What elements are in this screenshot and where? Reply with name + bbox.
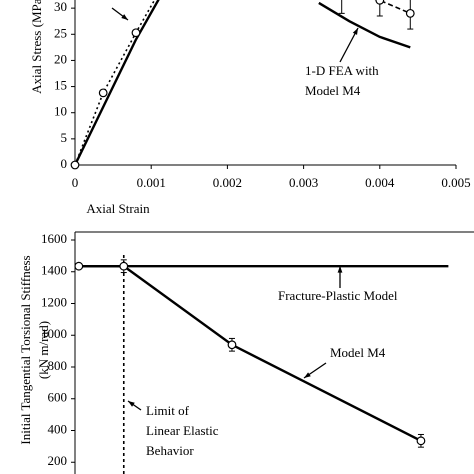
arrow-head bbox=[352, 28, 358, 35]
y-tick-label: 800 bbox=[48, 358, 68, 373]
y-tick-label: 1200 bbox=[41, 294, 67, 309]
y-tick-label: 25 bbox=[54, 25, 67, 40]
x-tick-label: 0.003 bbox=[289, 175, 318, 190]
y-tick-label: 10 bbox=[54, 104, 67, 119]
y-tick-label: 1600 bbox=[41, 231, 67, 246]
series-line bbox=[73, 0, 411, 166]
y-tick-label: 15 bbox=[54, 78, 67, 93]
annotation: Limit of bbox=[146, 403, 190, 418]
y-tick-label: 5 bbox=[61, 130, 68, 145]
y-tick-label: 400 bbox=[48, 421, 68, 436]
annotation: 1-D FEA with bbox=[305, 63, 379, 78]
marker bbox=[70, 160, 80, 170]
y-tick-label: 1400 bbox=[41, 263, 67, 278]
x-tick-label: 0 bbox=[72, 175, 79, 190]
x-tick-label: 0.005 bbox=[441, 175, 470, 190]
marker bbox=[227, 340, 237, 350]
y-tick-label: 200 bbox=[48, 453, 68, 468]
x-tick-label: 0.002 bbox=[213, 175, 242, 190]
marker bbox=[98, 88, 108, 98]
marker bbox=[119, 261, 129, 271]
y-axis-title: Axial Stress (MPa) bbox=[29, 0, 44, 94]
y-tick-label: 0 bbox=[61, 156, 68, 171]
marker bbox=[131, 28, 141, 38]
x-axis-title: Axial Strain bbox=[86, 201, 150, 216]
arrow-head bbox=[304, 372, 311, 378]
y-tick-label: 1000 bbox=[41, 326, 67, 341]
y-tick-label: 600 bbox=[48, 390, 68, 405]
series-line bbox=[78, 264, 422, 442]
arrow-head bbox=[337, 266, 343, 273]
y-tick-label: 20 bbox=[54, 51, 67, 66]
annotation: Model M4 bbox=[305, 83, 361, 98]
marker bbox=[74, 261, 84, 271]
y-tick-label: 30 bbox=[54, 0, 67, 14]
x-tick-label: 0.001 bbox=[137, 175, 166, 190]
annotation: Linear Elastic bbox=[146, 423, 219, 438]
marker bbox=[416, 436, 426, 446]
annotation: Behavior bbox=[146, 443, 194, 458]
series-line bbox=[74, 0, 156, 166]
x-tick-label: 0.004 bbox=[365, 175, 395, 190]
y-axis-title: Initial Tangential Torsional Stiffness bbox=[18, 255, 33, 444]
arrow-head bbox=[121, 14, 128, 20]
arrow-head bbox=[128, 401, 135, 407]
marker bbox=[375, 0, 385, 5]
marker bbox=[405, 8, 415, 18]
y-axis-title: (kN m/rad) bbox=[36, 321, 51, 379]
series-label: Model M4 bbox=[330, 345, 386, 360]
series-label: Fracture-Plastic Model bbox=[278, 288, 398, 303]
